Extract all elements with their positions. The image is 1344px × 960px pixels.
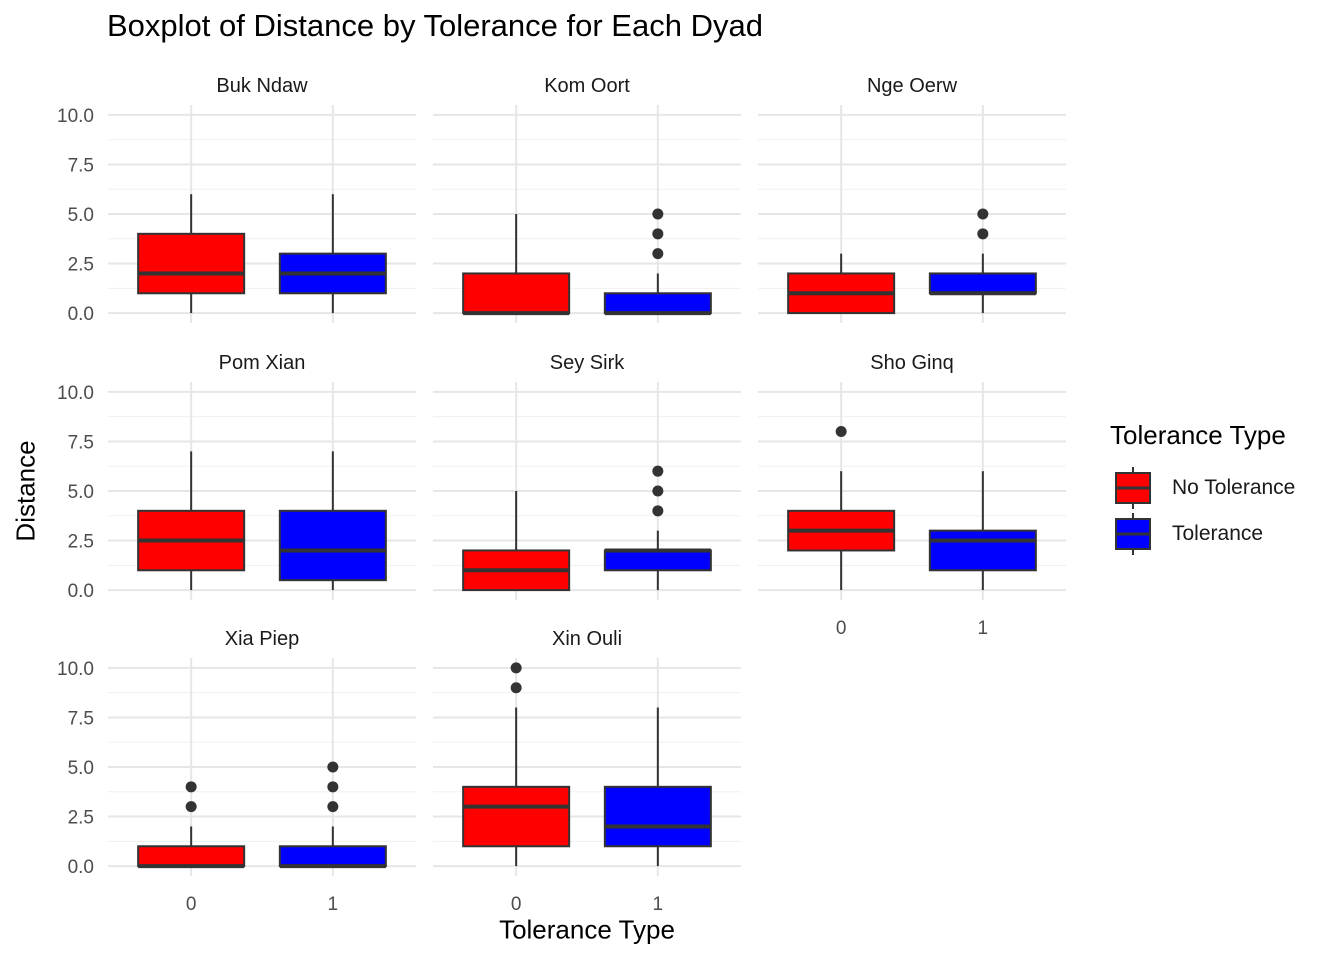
- outlier-point: [835, 426, 847, 438]
- legend: Tolerance Type No Tolerance Tolerance: [1110, 420, 1295, 557]
- panel-xin-ouli: Xin Ouli 0 1: [433, 628, 741, 915]
- y-tick-label: 5.0: [68, 482, 94, 503]
- outlier-point: [652, 485, 664, 497]
- outlier-point: [652, 228, 664, 240]
- box: [603, 785, 712, 848]
- panel-xia-piep: Xia Piep 0.0 2.5 5.0 7.5 10.0 0 1: [57, 628, 416, 915]
- box: [137, 845, 246, 868]
- y-tick-label: 10.0: [57, 659, 94, 680]
- legend-label-tolerance: Tolerance: [1172, 522, 1264, 545]
- box: [462, 272, 571, 315]
- y-tick-label: 5.0: [68, 205, 94, 226]
- y-tick-label: 0.0: [68, 304, 94, 325]
- outlier-point: [327, 761, 339, 773]
- y-tick-label: 2.5: [68, 255, 94, 276]
- x-tick-label: 0: [511, 894, 522, 915]
- box: [603, 292, 712, 315]
- y-tick-label: 0.0: [68, 857, 94, 878]
- outlier-point: [327, 801, 339, 813]
- y-tick-label: 2.5: [68, 808, 94, 829]
- panel-strip-title: Sey Sirk: [550, 352, 625, 374]
- box: [928, 272, 1037, 295]
- y-tick-label: 7.5: [68, 155, 94, 176]
- panel-strip-title: Pom Xian: [219, 352, 306, 374]
- panel-buk-ndaw: Buk Ndaw 0.0 2.5 5.0 7.5 10.0: [57, 75, 416, 325]
- panel-strip-title: Xin Ouli: [552, 628, 622, 650]
- box: [462, 785, 571, 848]
- x-tick-label: 0: [186, 894, 197, 915]
- legend-item-no-tolerance: No Tolerance: [1110, 465, 1295, 511]
- outlier-point: [510, 682, 522, 694]
- outlier-point: [327, 781, 339, 793]
- panel-kom-oort: Kom Oort: [433, 75, 741, 323]
- y-tick-label: 5.0: [68, 758, 94, 779]
- outlier-point: [652, 465, 664, 477]
- panel-strip-title: Sho Ginq: [870, 352, 953, 374]
- box: [603, 549, 712, 572]
- y-tick-label: 0.0: [68, 581, 94, 602]
- box: [137, 232, 246, 295]
- outlier-point: [652, 505, 664, 517]
- x-tick-label: 0: [836, 618, 847, 639]
- outlier-point: [510, 662, 522, 674]
- outlier-point: [185, 801, 197, 813]
- box: [278, 845, 387, 868]
- y-tick-label: 7.5: [68, 432, 94, 453]
- x-tick-label: 1: [978, 618, 989, 639]
- y-tick-label: 7.5: [68, 708, 94, 729]
- x-tick-label: 1: [653, 894, 664, 915]
- panel-pom-xian: Pom Xian 0.0 2.5 5.0 7.5 10.0: [57, 352, 416, 602]
- legend-title: Tolerance Type: [1110, 420, 1286, 450]
- outlier-point: [977, 228, 989, 240]
- panel-sho-ginq: Sho Ginq 0 1: [758, 352, 1066, 639]
- panel-nge-oerw: Nge Oerw: [758, 75, 1066, 323]
- box: [278, 509, 387, 582]
- panel-strip-title: Xia Piep: [225, 628, 300, 650]
- legend-label-no-tolerance: No Tolerance: [1172, 476, 1296, 499]
- panel-strip-title: Buk Ndaw: [216, 75, 308, 97]
- box: [928, 529, 1037, 572]
- x-tick-label: 1: [328, 894, 339, 915]
- y-tick-label: 10.0: [57, 106, 94, 127]
- outlier-point: [185, 781, 197, 793]
- x-axis-label: Tolerance Type: [499, 914, 675, 945]
- legend-item-tolerance: Tolerance: [1110, 511, 1295, 557]
- legend-key-tolerance: [1115, 513, 1151, 555]
- panel-sey-sirk: Sey Sirk: [433, 352, 741, 600]
- y-tick-label: 10.0: [57, 383, 94, 404]
- outlier-point: [652, 208, 664, 220]
- outlier-point: [977, 208, 989, 220]
- panel-strip-title: Nge Oerw: [867, 75, 958, 97]
- panel-strip-title: Kom Oort: [544, 75, 630, 97]
- chart-title: Boxplot of Distance by Tolerance for Eac…: [107, 8, 763, 43]
- legend-key-no-tolerance: [1115, 467, 1151, 509]
- y-tick-label: 2.5: [68, 532, 94, 553]
- outlier-point: [652, 248, 664, 260]
